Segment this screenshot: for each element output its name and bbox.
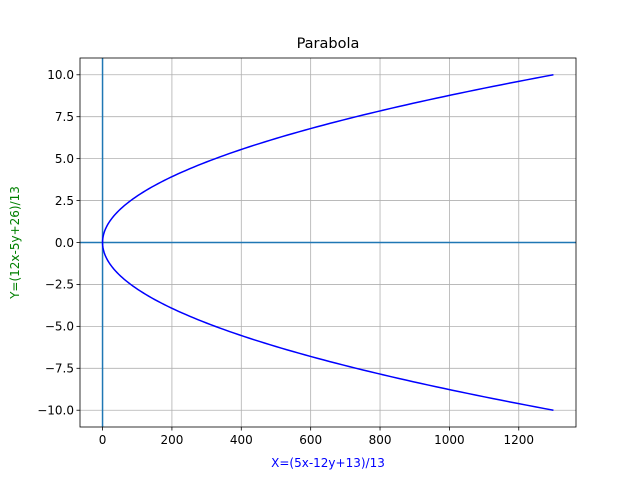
x-tick-label: 1200 bbox=[503, 433, 534, 447]
y-tick-label: −2.5 bbox=[45, 278, 74, 292]
y-tick-label: 10.0 bbox=[47, 68, 74, 82]
y-axis-label: Y=(12x-5y+26)/13 bbox=[8, 186, 22, 300]
y-tick-label: 2.5 bbox=[55, 194, 74, 208]
parabola-series-line bbox=[101, 74, 554, 411]
y-tick-label: 5.0 bbox=[55, 152, 74, 166]
y-tick-label: −10.0 bbox=[37, 404, 74, 418]
x-tick-label: 200 bbox=[160, 433, 183, 447]
series-layer bbox=[101, 74, 554, 411]
y-tick-label: −5.0 bbox=[45, 320, 74, 334]
chart-title: Parabola bbox=[297, 36, 360, 52]
x-axis-label: X=(5x-12y+13)/13 bbox=[271, 456, 385, 470]
x-tick-label: 1000 bbox=[434, 433, 465, 447]
y-tick-label: −7.5 bbox=[45, 362, 74, 376]
x-tick-label: 800 bbox=[369, 433, 392, 447]
tick-layer: 0 200 400 600 800 1000 1200 −10.0 −7.5 −5.0 −2.5 0.… bbox=[37, 68, 534, 447]
y-tick-label: 0.0 bbox=[55, 236, 74, 250]
x-tick-label: 400 bbox=[230, 433, 253, 447]
reference-lines-layer bbox=[80, 58, 576, 427]
x-tick-label: 0 bbox=[99, 433, 107, 447]
y-tick-label: 7.5 bbox=[55, 110, 74, 124]
x-tick-label: 600 bbox=[299, 433, 322, 447]
